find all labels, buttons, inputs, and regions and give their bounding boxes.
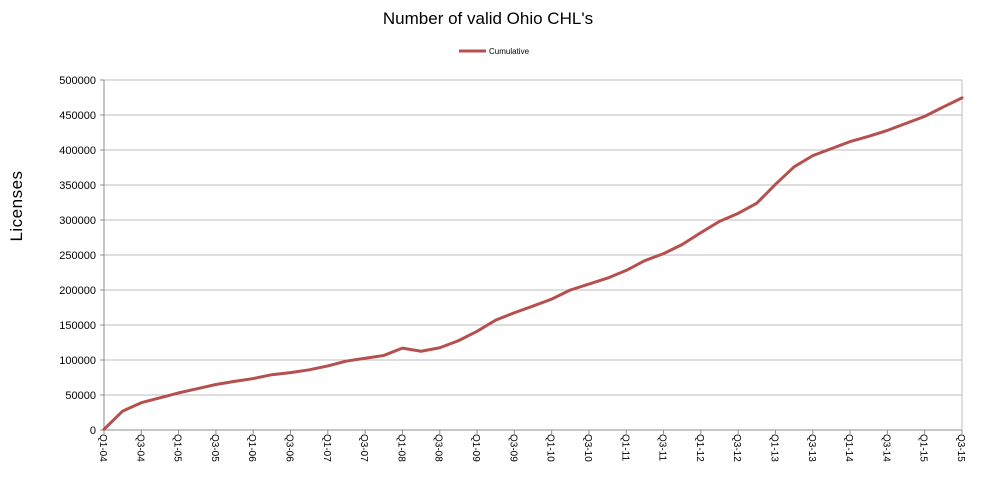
data-point xyxy=(345,360,347,362)
data-point xyxy=(868,135,870,137)
data-point xyxy=(588,283,590,285)
y-tick-label: 200000 xyxy=(59,285,96,297)
data-point xyxy=(457,340,459,342)
x-tick-label: Q1-08 xyxy=(395,434,406,462)
y-tick-label: 450000 xyxy=(59,110,96,122)
data-point xyxy=(830,147,832,149)
x-tick-label: Q3-08 xyxy=(433,434,444,462)
data-point xyxy=(774,183,776,185)
y-tick-label: 250000 xyxy=(59,250,96,262)
x-tick-label: Q3-04 xyxy=(134,434,145,462)
chart-title: Number of valid Ohio CHL's xyxy=(383,9,593,28)
data-point xyxy=(271,374,273,376)
data-point xyxy=(606,277,608,279)
data-point xyxy=(924,115,926,117)
data-point xyxy=(718,220,720,222)
x-tick-label: Q1-11 xyxy=(619,434,630,461)
y-tick-label: 150000 xyxy=(59,320,96,332)
data-point xyxy=(849,140,851,142)
x-tick-label: Q3-15 xyxy=(955,434,966,462)
x-tick-label: Q3-14 xyxy=(880,434,891,462)
data-point xyxy=(569,289,571,291)
x-tick-label: Q3-06 xyxy=(284,434,295,462)
x-tick-label: Q1-10 xyxy=(545,434,556,462)
x-tick-label: Q1-06 xyxy=(246,434,257,462)
data-point xyxy=(513,312,515,314)
data-point xyxy=(942,106,944,108)
x-tick-label: Q1-09 xyxy=(470,434,481,462)
data-point xyxy=(233,380,235,382)
data-point xyxy=(495,319,497,321)
x-tick-label: Q3-12 xyxy=(731,434,742,462)
data-point xyxy=(532,305,534,307)
data-point xyxy=(103,428,105,430)
data-point xyxy=(793,166,795,168)
legend-label: Cumulative xyxy=(489,47,530,56)
y-tick-label: 300000 xyxy=(59,215,96,227)
x-axis: Q1-04 Q3-04 Q1-05 Q3-05 Q1-06 Q3-06 Q1-07 Q3-07… xyxy=(97,430,966,462)
y-tick-label: 100000 xyxy=(59,355,96,367)
x-tick-label: Q1-04 xyxy=(97,434,108,462)
y-tick-label: 0 xyxy=(90,425,96,437)
data-point xyxy=(756,202,758,204)
y-tick-label: 350000 xyxy=(59,180,96,192)
data-point xyxy=(140,402,142,404)
x-tick-label: Q1-12 xyxy=(694,434,705,462)
data-point xyxy=(383,354,385,356)
x-tick-label: Q3-05 xyxy=(209,434,220,462)
data-point xyxy=(644,259,646,261)
data-point xyxy=(289,371,291,373)
series-layer xyxy=(103,97,963,431)
data-point xyxy=(159,397,161,399)
data-point xyxy=(401,347,403,349)
legend: Cumulative xyxy=(459,47,530,56)
data-point xyxy=(196,388,198,390)
data-point xyxy=(364,357,366,359)
data-point xyxy=(662,252,664,254)
data-point xyxy=(439,347,441,349)
data-point xyxy=(121,410,123,412)
gridlines xyxy=(104,80,962,430)
data-point xyxy=(681,243,683,245)
data-point xyxy=(737,212,739,214)
y-tick-label: 400000 xyxy=(59,145,96,157)
data-point xyxy=(327,365,329,367)
data-point xyxy=(961,97,963,99)
data-point xyxy=(886,129,888,131)
data-point xyxy=(700,231,702,233)
x-tick-label: Q3-13 xyxy=(806,434,817,462)
data-point xyxy=(308,369,310,371)
series-line-cumulative xyxy=(104,98,962,429)
data-point xyxy=(905,122,907,124)
y-axis-ticks: 0 50000 100000 150000 200000 250000 300000 3500… xyxy=(59,75,104,437)
x-tick-label: Q3-07 xyxy=(358,434,369,462)
x-tick-label: Q3-11 xyxy=(657,434,668,461)
y-tick-label: 50000 xyxy=(65,390,96,402)
x-tick-label: Q1-05 xyxy=(172,434,183,462)
x-tick-label: Q1-15 xyxy=(918,434,929,462)
x-tick-label: Q3-10 xyxy=(582,434,593,462)
x-tick-label: Q1-14 xyxy=(843,434,854,462)
data-point xyxy=(550,298,552,300)
x-tick-label: Q1-13 xyxy=(768,434,779,462)
y-tick-label: 500000 xyxy=(59,75,96,87)
data-point xyxy=(625,269,627,271)
y-axis-label: Licenses xyxy=(7,170,26,241)
data-point xyxy=(177,392,179,394)
data-point xyxy=(812,154,814,156)
data-point xyxy=(252,377,254,379)
data-point xyxy=(420,350,422,352)
x-tick-label: Q3-09 xyxy=(507,434,518,462)
x-tick-label: Q1-07 xyxy=(321,434,332,462)
data-point xyxy=(476,330,478,332)
data-point xyxy=(215,383,217,385)
